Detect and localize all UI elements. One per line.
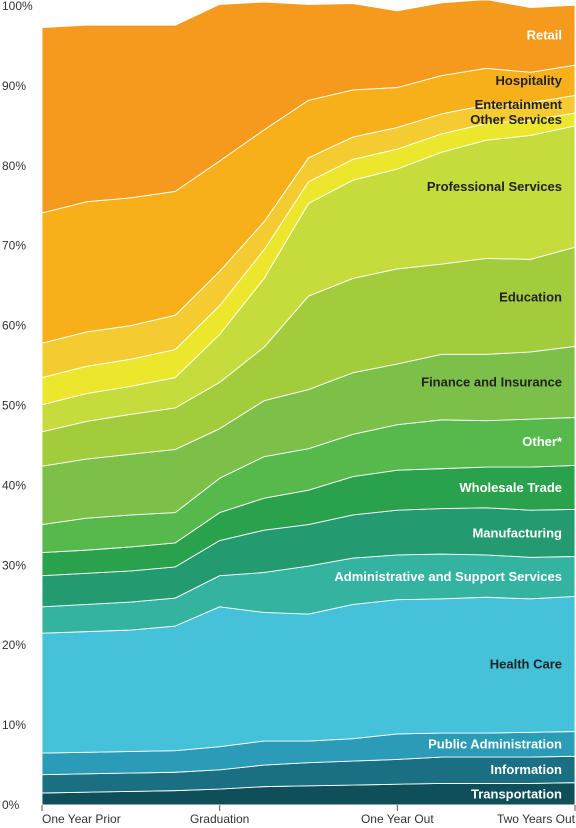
x-tick-label: Two Years Out — [497, 812, 576, 826]
x-tick-label: One Year Out — [361, 812, 434, 826]
x-tick-label: One Year Prior — [42, 812, 121, 826]
y-tick-label: 60% — [2, 319, 26, 333]
y-tick-label: 70% — [2, 239, 26, 253]
series-label-professional-services: Professional Services — [427, 179, 562, 194]
y-tick-label: 90% — [2, 79, 26, 93]
series-labels: Transportation Information Public Administ… — [334, 28, 563, 802]
series-label-administrative-and-support-services: Administrative and Support Services — [334, 569, 562, 584]
series-label-retail: Retail — [527, 28, 562, 43]
series-label-transportation: Transportation — [471, 786, 562, 801]
area-retail — [41, 0, 576, 214]
plot-area — [41, 0, 576, 806]
y-tick-label: 80% — [2, 159, 26, 173]
series-label-other-services: Other Services — [470, 112, 562, 127]
series-label-health-care: Health Care — [490, 657, 562, 672]
y-tick-label: 40% — [2, 478, 26, 492]
series-label-entertainment: Entertainment — [475, 97, 563, 112]
y-tick-label: 0% — [2, 798, 20, 812]
y-tick-label: 50% — [2, 399, 26, 413]
series-label-wholesale-trade: Wholesale Trade — [459, 480, 562, 495]
series-label-education: Education — [499, 289, 562, 304]
y-tick-label: 10% — [2, 718, 26, 732]
x-tick-label: Graduation — [190, 812, 249, 826]
y-tick-label: 30% — [2, 558, 26, 572]
series-label-information: Information — [491, 762, 563, 777]
series-label-public-administration: Public Administration — [428, 736, 562, 751]
series-label-finance-and-insurance: Finance and Insurance — [421, 374, 562, 389]
series-label-other: Other* — [522, 434, 563, 449]
series-label-manufacturing: Manufacturing — [472, 525, 562, 540]
y-tick-label: 20% — [2, 638, 26, 652]
y-tick-label: 100% — [2, 0, 33, 13]
series-label-hospitality: Hospitality — [496, 73, 563, 88]
